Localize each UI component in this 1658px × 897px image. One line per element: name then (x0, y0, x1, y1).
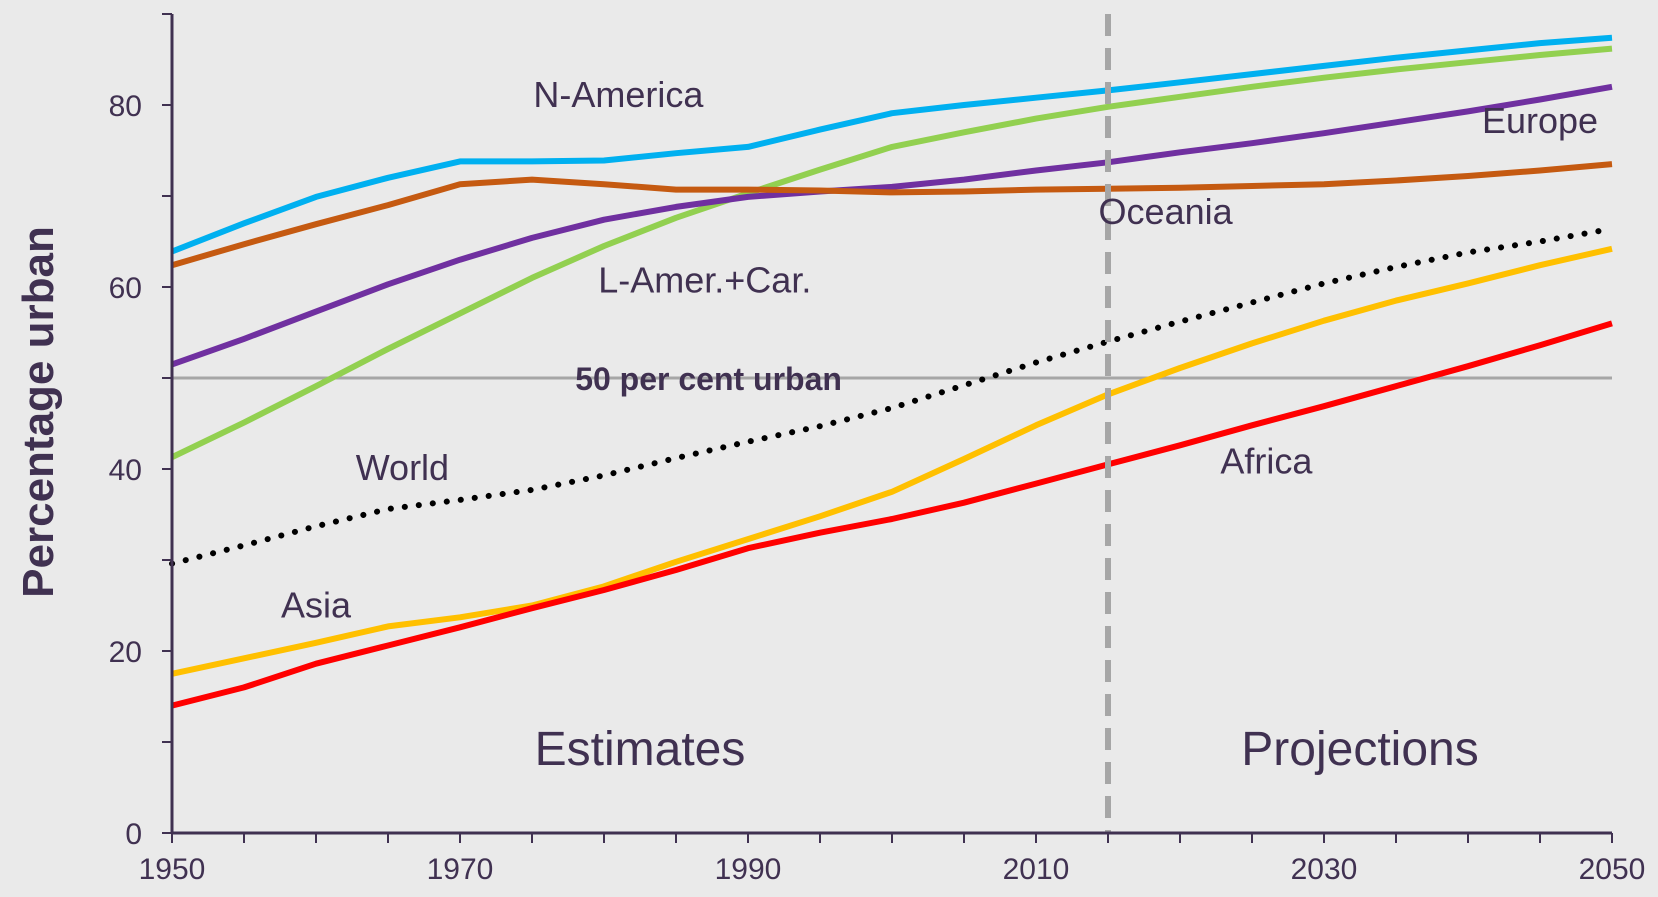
series-label-europe: Europe (1482, 100, 1598, 141)
series-label-africa: Africa (1220, 441, 1313, 482)
y-tick-label: 40 (109, 454, 142, 487)
reference-line-label: 50 per cent urban (575, 361, 842, 397)
series-lines (169, 34, 1615, 709)
x-tick-label: 1990 (715, 853, 782, 886)
series-label-oceania: Oceania (1099, 191, 1234, 232)
y-tick-label: 60 (109, 272, 142, 305)
x-tick-label: 1970 (427, 853, 494, 886)
x-tick-label: 2030 (1291, 853, 1358, 886)
series-label-world: World (356, 447, 449, 488)
series-line-l-amer-car (170, 45, 1613, 460)
series-label-asia: Asia (281, 584, 352, 625)
region-labels: Estimates Projections (535, 723, 1479, 776)
series-line-oceania (171, 161, 1613, 269)
x-tick-label: 2010 (1003, 853, 1070, 886)
y-tick-label: 0 (125, 818, 142, 851)
series-line-europe (170, 83, 1613, 368)
series-label-l-amer-car: L-Amer.+Car. (598, 259, 811, 300)
y-tick-label: 20 (109, 636, 142, 669)
series-line-n-america (170, 34, 1613, 255)
x-tick-label: 2050 (1579, 853, 1646, 886)
axis-ticks: 0 20 40 60 80 1950 1970 1990 2010 2030 2050 (109, 13, 1646, 886)
series-label-n-america: N-America (533, 74, 704, 115)
x-tick-label: 1950 (139, 853, 206, 886)
region-label-projections: Projections (1241, 723, 1478, 776)
series-line-asia (171, 245, 1613, 677)
y-axis-label: Percentage urban (14, 226, 63, 598)
y-tick-label: 80 (109, 90, 142, 123)
series-line-africa (171, 320, 1613, 709)
series-labels: N-America L-Amer.+Car. Europe Oceania World A… (281, 74, 1598, 626)
region-label-estimates: Estimates (535, 723, 746, 776)
